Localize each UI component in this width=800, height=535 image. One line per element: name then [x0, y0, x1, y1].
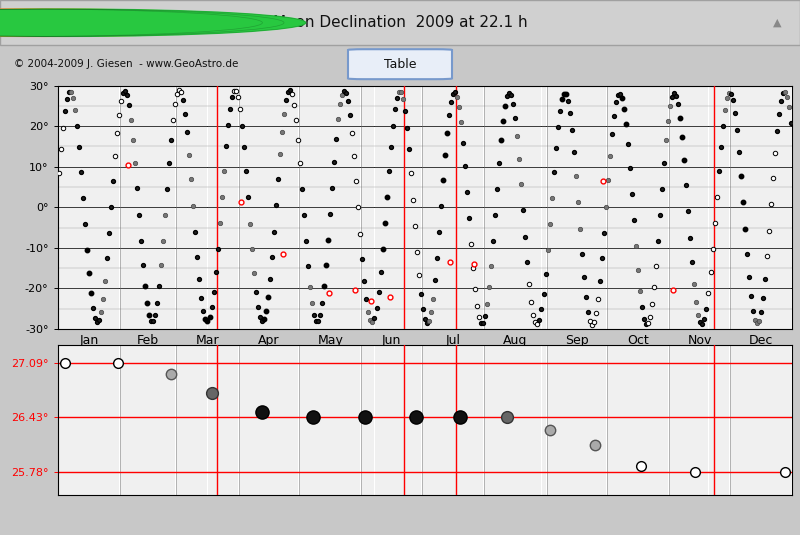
Text: Table: Table — [384, 58, 416, 71]
Circle shape — [0, 9, 262, 36]
Circle shape — [0, 9, 306, 36]
FancyBboxPatch shape — [348, 49, 452, 79]
Text: ▲: ▲ — [774, 18, 782, 28]
Text: © 2004-2009 J. Giesen  - www.GeoAstro.de: © 2004-2009 J. Giesen - www.GeoAstro.de — [14, 59, 238, 69]
Text: Moon Declination  2009 at 22.1 h: Moon Declination 2009 at 22.1 h — [273, 15, 527, 30]
Circle shape — [0, 9, 284, 36]
FancyBboxPatch shape — [0, 0, 800, 45]
